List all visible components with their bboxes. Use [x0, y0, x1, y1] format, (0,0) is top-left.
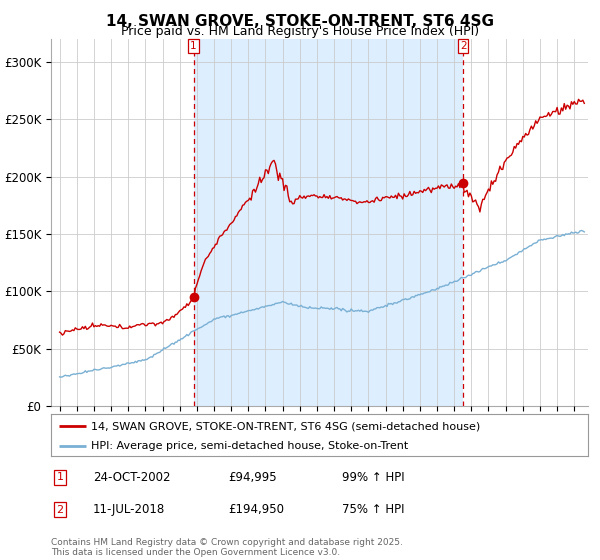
Text: Contains HM Land Registry data © Crown copyright and database right 2025.
This d: Contains HM Land Registry data © Crown c… — [51, 538, 403, 557]
Text: 75% ↑ HPI: 75% ↑ HPI — [342, 503, 404, 516]
Text: 1: 1 — [190, 41, 197, 51]
Text: Price paid vs. HM Land Registry's House Price Index (HPI): Price paid vs. HM Land Registry's House … — [121, 25, 479, 38]
Text: 2: 2 — [56, 505, 64, 515]
Text: 14, SWAN GROVE, STOKE-ON-TRENT, ST6 4SG (semi-detached house): 14, SWAN GROVE, STOKE-ON-TRENT, ST6 4SG … — [91, 421, 481, 431]
Text: £194,950: £194,950 — [228, 503, 284, 516]
Text: 2: 2 — [460, 41, 467, 51]
Bar — [194, 39, 463, 406]
Text: 11-JUL-2018: 11-JUL-2018 — [93, 503, 165, 516]
Text: HPI: Average price, semi-detached house, Stoke-on-Trent: HPI: Average price, semi-detached house,… — [91, 441, 409, 451]
Text: 1: 1 — [56, 472, 64, 482]
Text: 99% ↑ HPI: 99% ↑ HPI — [342, 470, 404, 484]
Text: £94,995: £94,995 — [228, 470, 277, 484]
Text: 24-OCT-2002: 24-OCT-2002 — [93, 470, 170, 484]
Text: 14, SWAN GROVE, STOKE-ON-TRENT, ST6 4SG: 14, SWAN GROVE, STOKE-ON-TRENT, ST6 4SG — [106, 14, 494, 29]
